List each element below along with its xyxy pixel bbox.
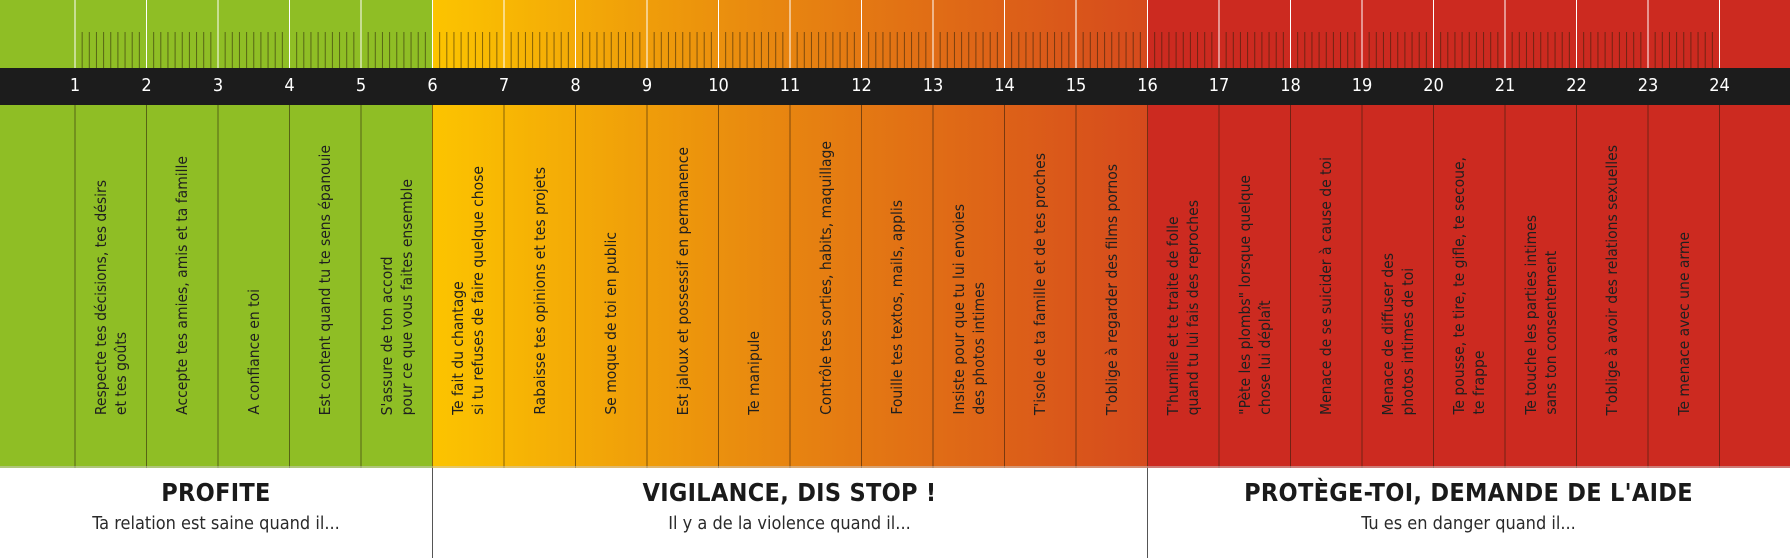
behaviour-label: Insiste pour que tu lui envoies des phot… [949, 204, 988, 415]
section-subtitle: Tu es en danger quand il... [1361, 513, 1576, 534]
scale-number: 16 [1137, 75, 1158, 96]
behaviour-label: "Pète les plombs" lorsque quelque chose … [1235, 175, 1274, 415]
behaviour-label: Est content quand tu te sens épanouie [316, 144, 335, 415]
scale-number: 15 [1065, 75, 1087, 96]
behaviour-label: T'humilie et te traite de folle quand tu… [1164, 199, 1203, 415]
scale-number: 1 [69, 75, 81, 96]
scale-number: 18 [1280, 75, 1301, 96]
behaviour-cell: Insiste pour que tu lui envoies des phot… [933, 108, 1005, 415]
behaviour-label: Est jaloux et possessif en permanence [673, 146, 692, 415]
scale-number: 6 [427, 75, 438, 96]
behaviour-label: Fouille tes textos, mails, applis [888, 200, 907, 415]
behaviour-label: Menace de se suicider à cause de toi [1317, 157, 1336, 415]
behaviour-cell: Te touche les parties intimes sans ton c… [1505, 108, 1577, 415]
behaviour-label: T'oblige à regarder des films pornos [1102, 163, 1121, 415]
behaviour-cell: Te pousse, te tire, te gifle, te secoue,… [1434, 108, 1506, 415]
section-separator [432, 468, 433, 558]
scale-number: 8 [570, 75, 581, 96]
behaviour-cell: Est jaloux et possessif en permanence [647, 108, 719, 415]
behaviour-label: S'assure de ton accord pour ce que vous … [377, 178, 416, 415]
section-title: PROFITE [161, 478, 271, 507]
scale-number: 17 [1208, 75, 1230, 96]
behaviour-cell: Accepte tes amies, amis et ta famille [147, 108, 219, 415]
scale-number: 21 [1494, 75, 1516, 96]
scale-number: 4 [284, 75, 295, 96]
section-separator [1147, 468, 1148, 558]
scale-number: 2 [141, 75, 152, 96]
behaviour-cell: Te fait du chantage si tu refuses de fai… [433, 108, 505, 415]
scale-number: 10 [708, 75, 729, 96]
section-subtitle: Il y a de la violence quand il... [668, 513, 911, 534]
behaviour-cell: Contrôle tes sorties, habits, maquillage [790, 108, 862, 415]
behaviour-label: T'isole de ta famille et de tes proches [1031, 152, 1050, 415]
scale-number: 12 [851, 75, 872, 96]
section-vigilance: VIGILANCE, DIS STOP ! Il y a de la viole… [432, 478, 1147, 534]
section-title: VIGILANCE, DIS STOP ! [642, 478, 937, 507]
behaviour-cell: Est content quand tu te sens épanouie [290, 108, 362, 415]
section-title: PROTÈGE-TOI, DEMANDE DE L'AIDE [1244, 478, 1693, 507]
section-subtitle: Ta relation est saine quand il... [92, 513, 340, 534]
column-dividers [74, 105, 1720, 468]
behaviour-label: A confiance en toi [244, 289, 263, 415]
violentometer-ruler [0, 0, 1790, 468]
behaviour-label: T'oblige à avoir des relations sexuelles [1603, 144, 1622, 415]
behaviour-cell: Te menace avec une arme [1648, 108, 1720, 415]
scale-number: 19 [1351, 75, 1373, 96]
behaviour-cell: T'humilie et te traite de folle quand tu… [1148, 108, 1220, 415]
section-profite: PROFITE Ta relation est saine quand il..… [0, 478, 432, 534]
scale-number: 14 [994, 75, 1015, 96]
behaviour-label: Accepte tes amies, amis et ta famille [173, 156, 192, 415]
behaviour-cell: Menace de diffuser des photos intimes de… [1362, 108, 1434, 415]
scale-number: 11 [779, 75, 801, 96]
behaviour-cell: Te manipule [719, 108, 791, 415]
behaviour-cell: T'oblige à regarder des films pornos [1076, 108, 1148, 415]
behaviour-cell: Respecte tes décisions, tes désirs et te… [75, 108, 147, 415]
behaviour-label: Menace de diffuser des photos intimes de… [1378, 252, 1417, 415]
number-band [0, 68, 1790, 105]
behaviour-label: Se moque de toi en public [602, 232, 621, 415]
behaviour-cell: A confiance en toi [218, 108, 290, 415]
section-protege: PROTÈGE-TOI, DEMANDE DE L'AIDE Tu es en … [1147, 478, 1790, 534]
behaviour-cell: T'oblige à avoir des relations sexuelles [1577, 108, 1649, 415]
behaviour-label: Te touche les parties intimes sans ton c… [1521, 215, 1560, 415]
behaviour-label: Te menace avec une arme [1674, 231, 1693, 415]
behaviour-cell: Se moque de toi en public [576, 108, 648, 415]
behaviour-label: Te manipule [745, 331, 764, 415]
ruler-ticks [74, 0, 1720, 68]
behaviour-cell: S'assure de ton accord pour ce que vous … [361, 108, 433, 415]
behaviour-label: Te pousse, te tire, te gifle, te secoue,… [1450, 157, 1489, 415]
scale-number: 24 [1709, 75, 1730, 96]
scale-number: 22 [1566, 75, 1587, 96]
behaviour-label: Te fait du chantage si tu refuses de fai… [449, 166, 488, 415]
behaviour-cell: Fouille tes textos, mails, applis [862, 108, 934, 415]
scale-number: 3 [212, 75, 224, 96]
behaviour-label: Rabaisse tes opinions et tes projets [530, 167, 549, 415]
behaviour-cell: Rabaisse tes opinions et tes projets [504, 108, 576, 415]
scale-number: 13 [922, 75, 944, 96]
scale-number: 9 [641, 75, 653, 96]
scale-number: 23 [1637, 75, 1659, 96]
behaviour-cell: T'isole de ta famille et de tes proches [1005, 108, 1077, 415]
behaviour-cell: "Pète les plombs" lorsque quelque chose … [1219, 108, 1291, 415]
scale-number: 20 [1423, 75, 1444, 96]
behaviour-cell: Menace de se suicider à cause de toi [1291, 108, 1363, 415]
behaviour-label: Contrôle tes sorties, habits, maquillage [816, 141, 835, 415]
behaviour-label: Respecte tes décisions, tes désirs et te… [91, 179, 130, 415]
scale-number: 5 [355, 75, 367, 96]
scale-number: 7 [498, 75, 510, 96]
